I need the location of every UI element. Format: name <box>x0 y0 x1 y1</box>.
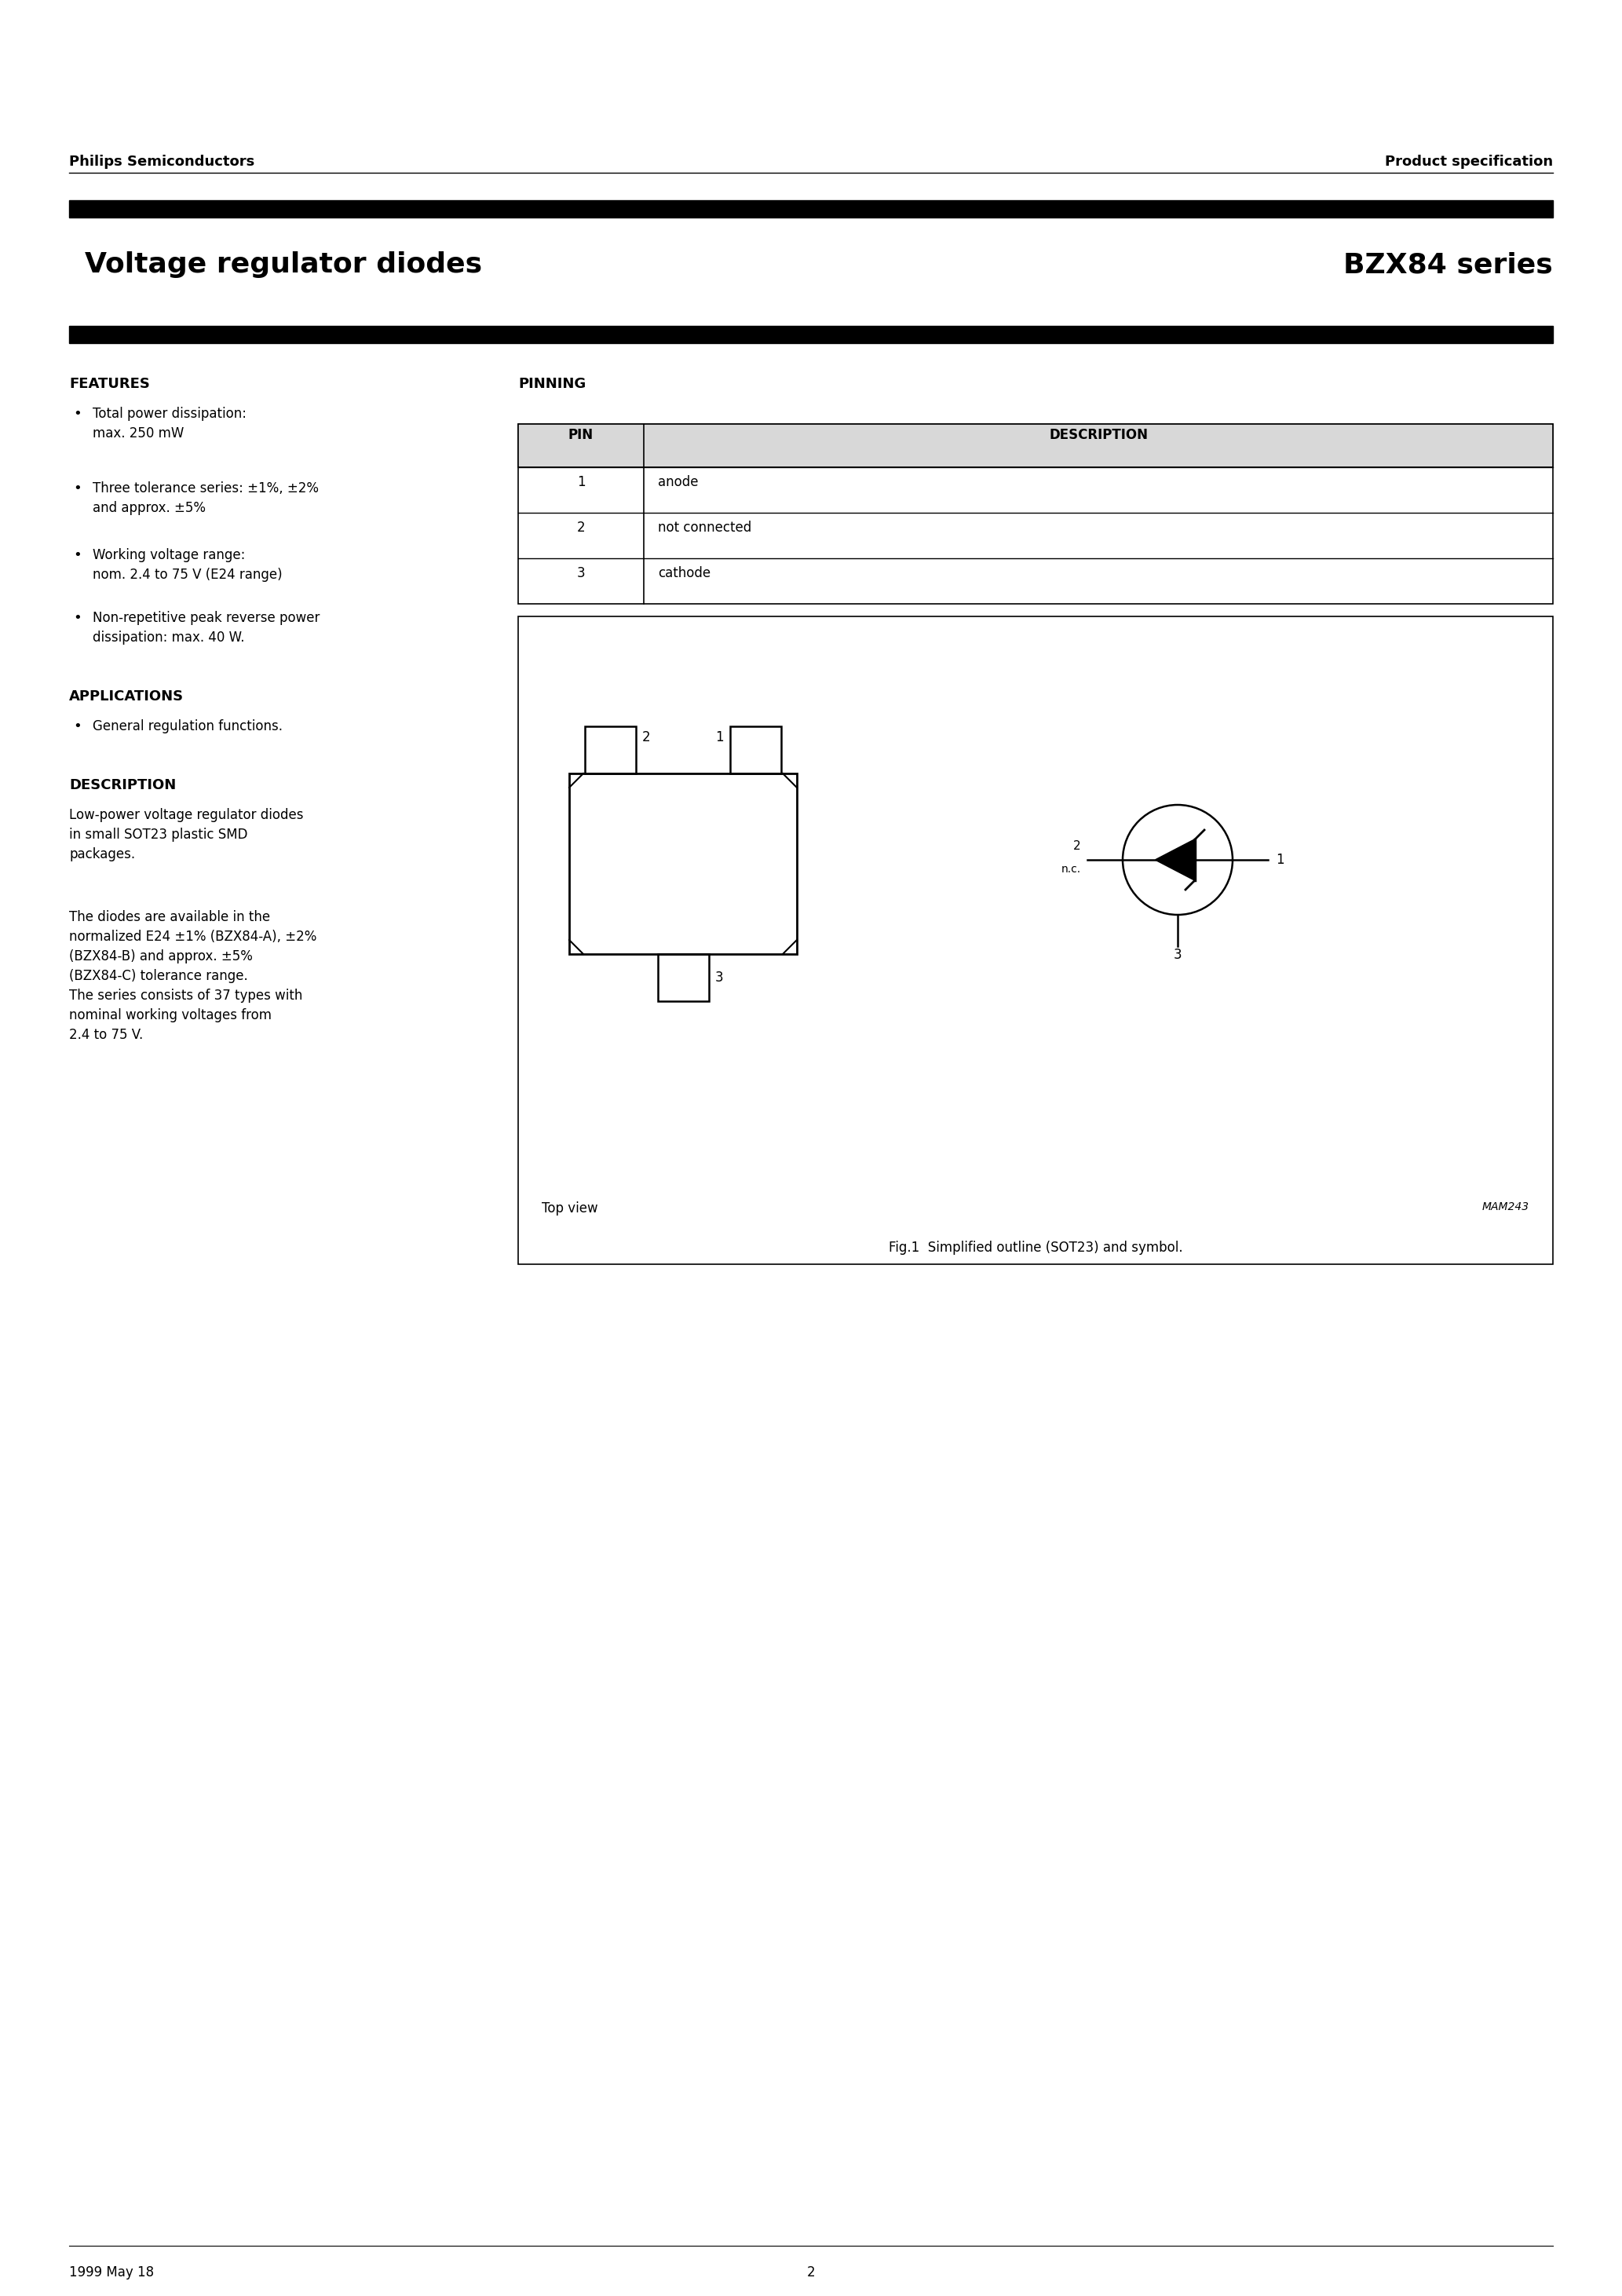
Text: 1: 1 <box>715 730 723 744</box>
Text: Low-power voltage regulator diodes
in small SOT23 plastic SMD
packages.: Low-power voltage regulator diodes in sm… <box>70 808 303 861</box>
Text: APPLICATIONS: APPLICATIONS <box>70 689 183 703</box>
Text: 2: 2 <box>806 2266 816 2280</box>
Text: 1: 1 <box>577 475 586 489</box>
Text: anode: anode <box>659 475 699 489</box>
Bar <box>730 726 782 774</box>
Text: 3: 3 <box>715 971 723 985</box>
Text: General regulation functions.: General regulation functions. <box>92 719 282 732</box>
Text: Non-repetitive peak reverse power
dissipation: max. 40 W.: Non-repetitive peak reverse power dissip… <box>92 611 320 645</box>
Text: PINNING: PINNING <box>517 377 586 390</box>
Text: DESCRIPTION: DESCRIPTION <box>1049 427 1148 443</box>
Text: FEATURES: FEATURES <box>70 377 149 390</box>
Text: 3: 3 <box>577 567 586 581</box>
Text: 2: 2 <box>642 730 650 744</box>
Bar <box>517 425 1552 604</box>
Text: Philips Semiconductors: Philips Semiconductors <box>70 154 255 170</box>
Bar <box>517 615 1552 1265</box>
Text: 1: 1 <box>1277 852 1285 868</box>
Polygon shape <box>1155 840 1195 879</box>
Text: DESCRIPTION: DESCRIPTION <box>70 778 177 792</box>
Text: •: • <box>73 719 81 732</box>
Text: Voltage regulator diodes: Voltage regulator diodes <box>84 250 482 278</box>
Bar <box>70 326 1552 342</box>
Text: •: • <box>73 482 81 496</box>
Text: PIN: PIN <box>568 427 594 443</box>
Text: n.c.: n.c. <box>1061 863 1082 875</box>
Text: Total power dissipation:
max. 250 mW: Total power dissipation: max. 250 mW <box>92 406 247 441</box>
Text: 2: 2 <box>577 521 586 535</box>
Text: •: • <box>73 549 81 563</box>
Text: MAM243: MAM243 <box>1483 1201 1530 1212</box>
Text: BZX84 series: BZX84 series <box>1343 250 1552 278</box>
Bar <box>70 200 1552 218</box>
Text: 2: 2 <box>1074 840 1082 852</box>
Text: Product specification: Product specification <box>1385 154 1552 170</box>
Text: not connected: not connected <box>659 521 751 535</box>
Text: •: • <box>73 406 81 420</box>
Text: 3: 3 <box>1173 948 1182 962</box>
Text: Fig.1  Simplified outline (SOT23) and symbol.: Fig.1 Simplified outline (SOT23) and sym… <box>889 1240 1182 1256</box>
Text: Three tolerance series: ±1%, ±2%
and approx. ±5%: Three tolerance series: ±1%, ±2% and app… <box>92 482 320 514</box>
Bar <box>586 726 636 774</box>
Text: The diodes are available in the
normalized E24 ±1% (BZX84-A), ±2%
(BZX84-B) and : The diodes are available in the normaliz… <box>70 909 316 1042</box>
Text: Top view: Top view <box>542 1201 599 1215</box>
Text: Working voltage range:
nom. 2.4 to 75 V (E24 range): Working voltage range: nom. 2.4 to 75 V … <box>92 549 282 581</box>
Bar <box>569 774 796 955</box>
Text: 1999 May 18: 1999 May 18 <box>70 2266 154 2280</box>
Bar <box>659 955 709 1001</box>
Text: cathode: cathode <box>659 567 710 581</box>
Bar <box>517 425 1552 466</box>
Text: •: • <box>73 611 81 625</box>
